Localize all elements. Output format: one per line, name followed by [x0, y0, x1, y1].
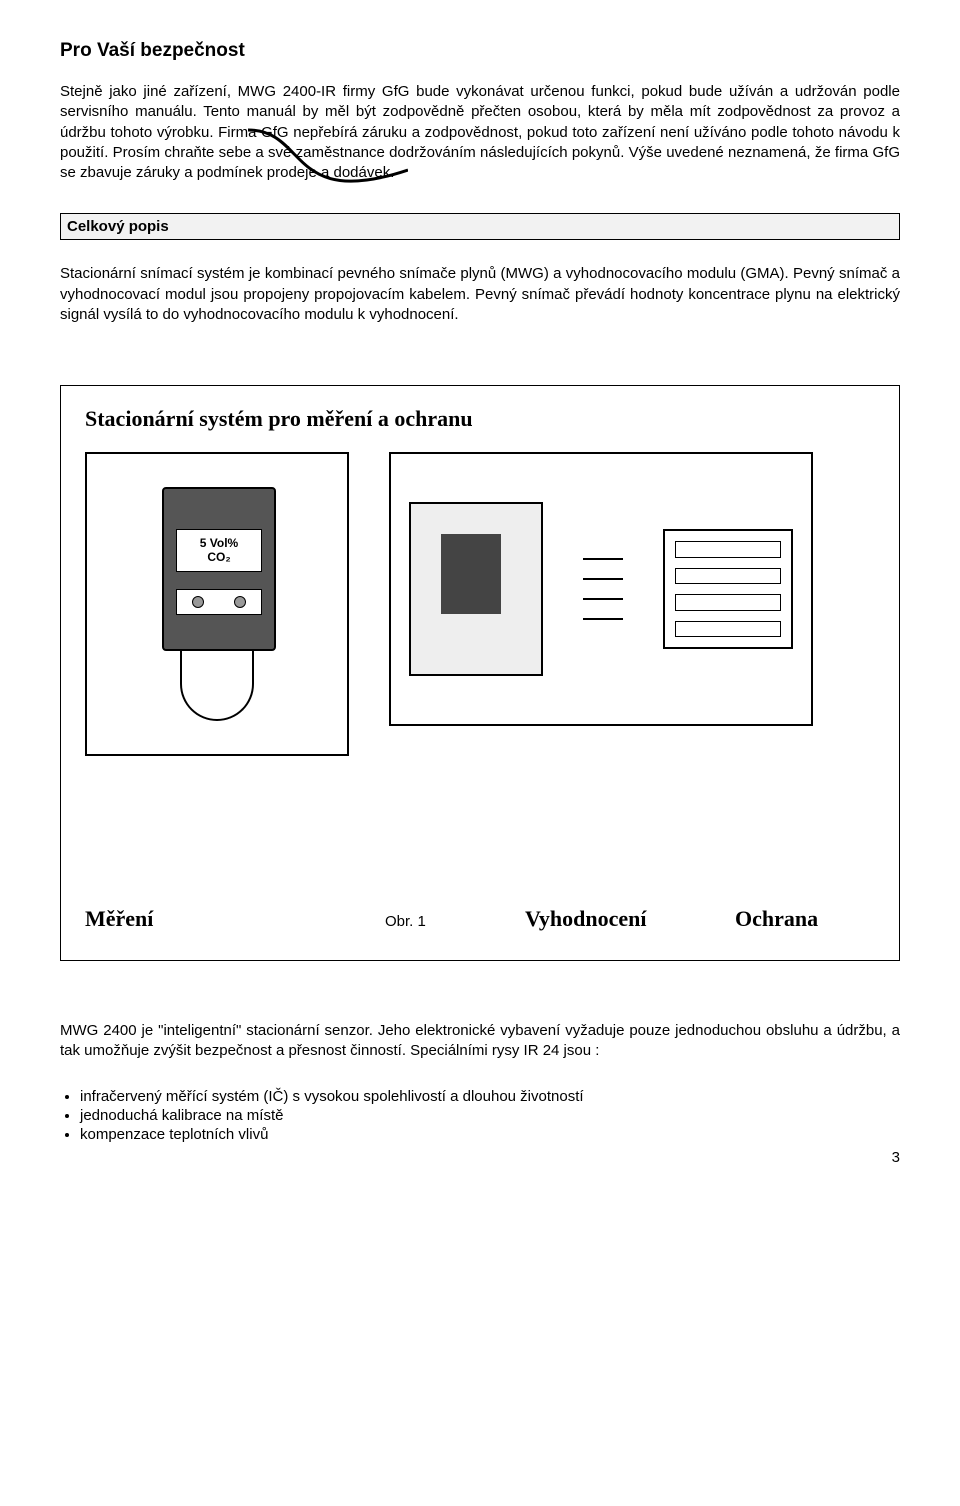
page-number: 3	[60, 1149, 900, 1166]
feature-item: jednoduchá kalibrace na místě	[80, 1107, 900, 1124]
eval-module-icon	[409, 502, 543, 676]
feature-item: kompenzace teplotních vlivů	[80, 1126, 900, 1143]
caption-ref: Obr. 1	[385, 913, 525, 930]
figure-diagram: 5 Vol% CO₂	[85, 452, 875, 756]
figure-frame: Stacionární systém pro měření a ochranu …	[60, 385, 900, 961]
overview-heading: Celkový popis	[60, 213, 900, 240]
sensor-icon: 5 Vol% CO₂	[162, 487, 272, 721]
feature-item: infračervený měřící systém (IČ) s vysoko…	[80, 1088, 900, 1105]
sensor-display: 5 Vol% CO₂	[176, 529, 262, 572]
caption-measure: Měření	[85, 906, 385, 932]
sensor-display-line2: CO₂	[207, 550, 230, 564]
caption-protect: Ochrana	[735, 906, 818, 932]
safety-paragraph: Stejně jako jiné zařízení, MWG 2400-IR f…	[60, 82, 900, 183]
overview-paragraph: Stacionární snímací systém je kombinací …	[60, 264, 900, 325]
sensor-panel: 5 Vol% CO₂	[85, 452, 349, 756]
figure-title: Stacionární systém pro měření a ochranu	[85, 406, 875, 432]
figure-caption-row: Měření Obr. 1 Vyhodnocení Ochrana	[85, 906, 875, 932]
intelligent-paragraph: MWG 2400 je "inteligentní" stacionární s…	[60, 1021, 900, 1062]
sensor-display-line1: 5 Vol%	[200, 536, 238, 550]
safety-heading: Pro Vaší bezpečnost	[60, 40, 900, 62]
caption-eval: Vyhodnocení	[525, 906, 735, 932]
wires-icon	[583, 558, 623, 620]
module-panel	[389, 452, 813, 726]
protection-icon	[663, 529, 793, 649]
feature-list: infračervený měřící systém (IČ) s vysoko…	[60, 1088, 900, 1143]
